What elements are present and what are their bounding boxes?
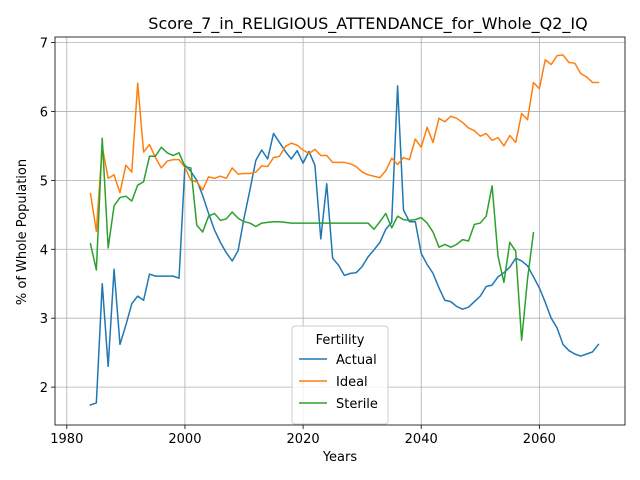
y-tick-label-3: 3 bbox=[40, 312, 48, 327]
y-axis-ticks: 2 3 4 5 6 7 bbox=[40, 37, 55, 396]
x-tick-label-2000: 2000 bbox=[168, 432, 201, 447]
legend-box bbox=[291, 325, 389, 425]
y-tick-label-7: 7 bbox=[40, 37, 48, 52]
legend-title: Fertility bbox=[316, 333, 365, 348]
x-axis-ticks: 1980 2000 2020 2040 2060 bbox=[50, 425, 556, 447]
y-gridlines bbox=[55, 42, 625, 388]
x-tick-label-2040: 2040 bbox=[405, 432, 438, 447]
x-tick-label-2020: 2020 bbox=[287, 432, 320, 447]
legend-label-ideal: Ideal bbox=[336, 375, 368, 390]
x-axis-label: Years bbox=[322, 450, 358, 465]
x-tick-label-2060: 2060 bbox=[523, 432, 556, 447]
series-line-ideal bbox=[89, 54, 600, 233]
y-axis-label: % of Whole Population bbox=[15, 159, 30, 305]
series-line-actual bbox=[89, 85, 600, 406]
x-tick-label-1980: 1980 bbox=[50, 432, 83, 447]
axes-border bbox=[54, 36, 626, 426]
series-lines bbox=[89, 54, 600, 406]
y-tick-label-6: 6 bbox=[40, 105, 48, 120]
y-tick-label-2: 2 bbox=[40, 381, 48, 396]
legend-label-sterile: Sterile bbox=[336, 397, 378, 412]
series-line-sterile bbox=[89, 137, 535, 341]
legend: Fertility Actual Ideal Sterile bbox=[291, 325, 389, 425]
y-tick-label-5: 5 bbox=[40, 174, 48, 189]
chart-title: Score_7_in_RELIGIOUS_ATTENDANCE_for_Whol… bbox=[148, 14, 587, 34]
axes-frame bbox=[54, 36, 626, 426]
legend-label-actual: Actual bbox=[336, 353, 377, 368]
y-tick-label-4: 4 bbox=[40, 243, 48, 258]
